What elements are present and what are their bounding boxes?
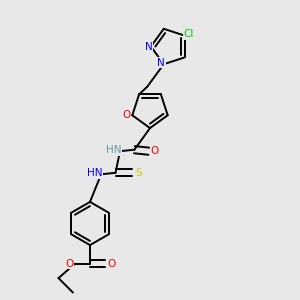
Text: S: S: [135, 168, 142, 178]
Text: O: O: [151, 146, 159, 156]
Text: N: N: [158, 58, 165, 68]
Text: HN: HN: [87, 168, 102, 178]
Text: O: O: [123, 110, 131, 120]
Text: N: N: [145, 41, 152, 52]
Text: HN: HN: [106, 145, 121, 155]
Text: Cl: Cl: [184, 29, 194, 39]
Text: O: O: [65, 259, 73, 269]
Text: O: O: [107, 259, 115, 269]
